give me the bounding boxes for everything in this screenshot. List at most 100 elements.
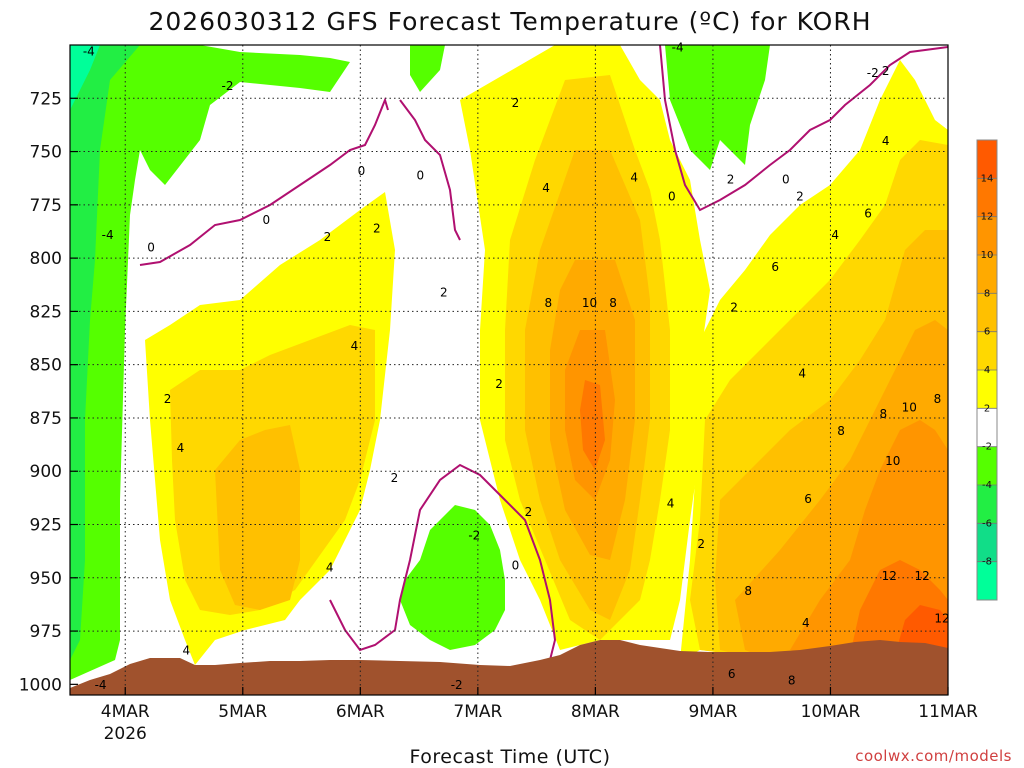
colorbar-label: 4 — [984, 365, 990, 376]
cold-region-upper-right — [665, 45, 770, 170]
contour-label: 6 — [771, 260, 779, 274]
contour-label: 2 — [727, 173, 735, 187]
freezing-line-east — [659, 45, 948, 212]
contour-label: 2 — [324, 230, 332, 244]
contour-label: -4 — [83, 45, 95, 59]
colorbar-label: 12 — [981, 212, 994, 223]
contour-label: 8 — [545, 296, 553, 310]
x-tick-label: 9MAR — [688, 702, 737, 722]
contour-label: 12 — [934, 612, 949, 626]
colorbar-bin — [977, 178, 997, 217]
contour-label: 0 — [147, 241, 155, 255]
freezing-line-center — [399, 99, 461, 241]
contour-label: 2 — [882, 64, 890, 78]
contour-label: 6 — [804, 492, 812, 506]
colorbar-label: -2 — [982, 442, 992, 453]
freezing-line-low — [329, 463, 557, 661]
contour-label: 4 — [183, 644, 191, 658]
colorbar-label: 14 — [981, 173, 994, 184]
contour-label: 2 — [730, 300, 738, 314]
x-tick-label: 5MAR — [218, 702, 267, 722]
cold-region-west-deep — [70, 45, 140, 660]
contour-label: 10 — [582, 296, 597, 310]
colorbar-bin — [977, 370, 997, 409]
colorbar-label: -8 — [982, 557, 992, 568]
contour-label: 2 — [697, 537, 705, 551]
contour-label: 2 — [796, 190, 804, 204]
contour-label: 4 — [798, 366, 806, 380]
colorbar-bin — [977, 216, 997, 255]
contour-label: -2 — [451, 678, 463, 692]
contour-label: 10 — [885, 454, 900, 468]
contour-label: -2 — [468, 528, 480, 542]
y-tick-label: 1000 — [19, 675, 62, 695]
contour-label: 4 — [882, 134, 890, 148]
y-tick-label: 775 — [30, 196, 62, 216]
contour-label: 6 — [864, 207, 872, 221]
warm-region-1-6c — [215, 425, 300, 610]
colorbar-label: 6 — [984, 327, 990, 338]
y-tick-label: 950 — [30, 569, 62, 589]
y-tick-label: 825 — [30, 302, 62, 322]
contour-label: 12 — [882, 569, 897, 583]
colorbar-bin — [977, 446, 997, 485]
contour-label: 2 — [525, 505, 533, 519]
contour-label: 8 — [788, 673, 796, 687]
plot-frame — [69, 44, 949, 696]
colorbar-label: 8 — [984, 288, 990, 299]
x-tick-label: 10MAR — [801, 702, 861, 722]
y-tick-label: 725 — [30, 89, 62, 109]
contour-label: 4 — [542, 181, 550, 195]
contour-label: 4 — [351, 339, 359, 353]
x-tick-label: 7MAR — [453, 702, 502, 722]
contour-label: 0 — [512, 558, 520, 572]
contour-label: 10 — [902, 401, 917, 415]
contour-label: 8 — [934, 392, 942, 406]
colorbar-bin — [977, 293, 997, 332]
colorbar-label: -6 — [982, 518, 992, 529]
y-tick-label: 850 — [30, 356, 62, 376]
y-tick-label: 925 — [30, 516, 62, 536]
contour-label: 6 — [728, 667, 736, 681]
x-tick-label: 4MAR — [101, 702, 150, 722]
contour-label: 2 — [373, 222, 381, 236]
y-tick-label: 975 — [30, 622, 62, 642]
contour-label: 0 — [668, 190, 676, 204]
x-axis-label: Forecast Time (UTC) — [410, 746, 611, 768]
terrain — [70, 640, 948, 695]
contour-label: 8 — [744, 584, 752, 598]
colorbar-label: 10 — [981, 250, 994, 261]
contour-label: 4 — [177, 441, 185, 455]
credit-link[interactable]: coolwx.com/models — [855, 747, 1012, 765]
contour-label: -2 — [222, 79, 234, 93]
contour-label: 2 — [164, 392, 172, 406]
plot-grid — [70, 45, 948, 695]
colorbar-bin — [977, 523, 997, 562]
cold-region-west-core — [70, 45, 100, 110]
y-tick-label: 750 — [30, 143, 62, 163]
contour-label: 8 — [837, 424, 845, 438]
x-tick-label: 11MAR — [918, 702, 978, 722]
y-tick-label: 800 — [30, 249, 62, 269]
contour-label: 4 — [326, 560, 334, 574]
cold-region-upper — [410, 45, 445, 92]
contour-label: -2 — [867, 66, 879, 80]
colorbar-bin — [977, 331, 997, 370]
x-tick-year: 2026 — [104, 724, 147, 744]
warm-region-2-12c — [580, 380, 605, 470]
contour-label: 4 — [667, 496, 675, 510]
contour-label: 12 — [915, 569, 930, 583]
y-tick-label: 900 — [30, 462, 62, 482]
freezing-line-west — [139, 96, 389, 266]
contour-label: 2 — [391, 471, 399, 485]
x-tick-label: 6MAR — [336, 702, 385, 722]
colorbar-bin — [977, 408, 997, 447]
colorbar-bin — [977, 561, 997, 600]
contour-label: 0 — [782, 173, 790, 187]
contour-label: 0 — [358, 164, 366, 178]
plot-area — [70, 45, 948, 695]
contour-label: -4 — [672, 40, 684, 54]
